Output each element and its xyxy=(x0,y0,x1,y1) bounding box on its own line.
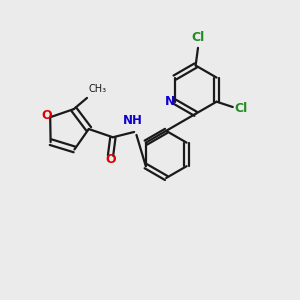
Text: O: O xyxy=(105,153,116,167)
Text: NH: NH xyxy=(123,114,143,127)
Text: O: O xyxy=(41,109,52,122)
Text: CH₃: CH₃ xyxy=(88,84,106,94)
Text: Cl: Cl xyxy=(191,31,205,44)
Text: Cl: Cl xyxy=(234,102,248,115)
Text: N: N xyxy=(165,95,175,108)
